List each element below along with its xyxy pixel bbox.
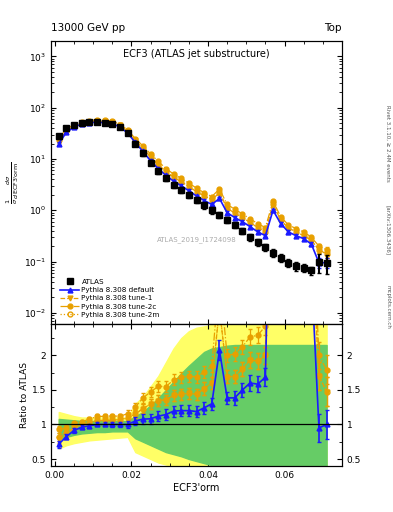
Text: Top: Top — [324, 23, 342, 33]
Text: mcplots.cern.ch: mcplots.cern.ch — [385, 285, 390, 329]
Legend: ATLAS, Pythia 8.308 default, Pythia 8.308 tune-1, Pythia 8.308 tune-2c, Pythia 8: ATLAS, Pythia 8.308 default, Pythia 8.30… — [58, 276, 163, 321]
Text: [arXiv:1306.3436]: [arXiv:1306.3436] — [385, 205, 390, 255]
Y-axis label: Ratio to ATLAS: Ratio to ATLAS — [20, 362, 29, 428]
X-axis label: ECF3'orm: ECF3'orm — [173, 482, 220, 493]
Y-axis label: $\frac{1}{\sigma}\frac{d\sigma}{d\,\mathrm{ECF3}^{\prime}\mathrm{orm}}$: $\frac{1}{\sigma}\frac{d\sigma}{d\,\math… — [4, 161, 21, 204]
Text: ATLAS_2019_I1724098: ATLAS_2019_I1724098 — [157, 236, 236, 243]
Text: Rivet 3.1.10, ≥ 2.4M events: Rivet 3.1.10, ≥ 2.4M events — [385, 105, 390, 182]
Text: ECF3 (ATLAS jet substructure): ECF3 (ATLAS jet substructure) — [123, 50, 270, 59]
Text: 13000 GeV pp: 13000 GeV pp — [51, 23, 125, 33]
